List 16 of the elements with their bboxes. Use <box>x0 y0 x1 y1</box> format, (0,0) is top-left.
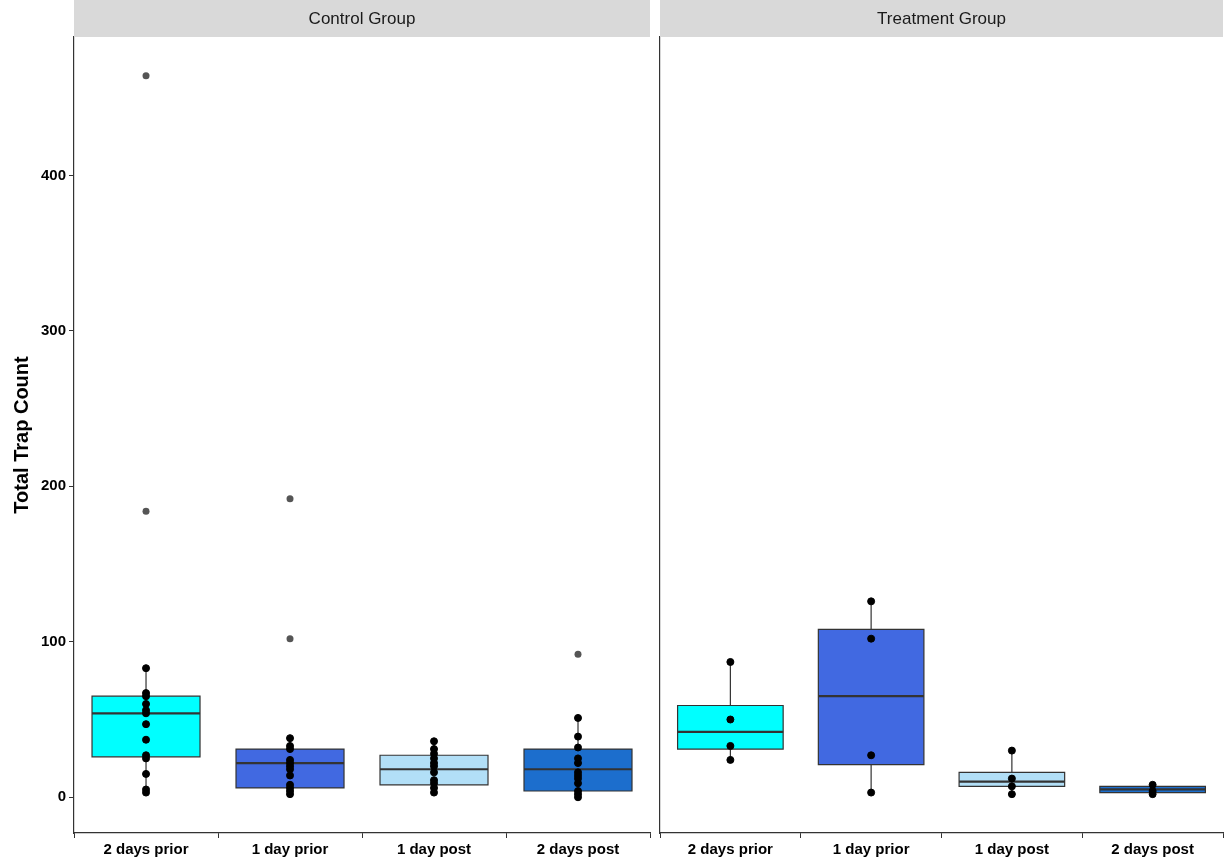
x-tick-label: 1 day post <box>396 840 472 858</box>
chart-title: Control Group <box>74 0 650 37</box>
x-tick-label: 2 days prior <box>103 840 189 858</box>
x-tick-label: 2 days post <box>536 840 620 858</box>
y-axis-title: Total Trap Count <box>9 355 32 514</box>
y-tick-label: 300 <box>41 320 67 338</box>
chart-title: Treatment Group <box>660 0 1223 37</box>
y-tick-label: 100 <box>41 631 67 649</box>
y-tick-label: 200 <box>41 476 67 494</box>
x-tick-label: 1 day prior <box>251 840 329 858</box>
x-tick-label: 1 day prior <box>832 840 910 858</box>
x-tick-label: 1 day post <box>974 840 1049 858</box>
x-tick-label: 2 days prior <box>687 840 774 858</box>
y-tick-label: 400 <box>41 165 67 183</box>
y-tick-label: 0 <box>57 787 67 805</box>
x-tick-label: 2 days post <box>1111 840 1194 858</box>
